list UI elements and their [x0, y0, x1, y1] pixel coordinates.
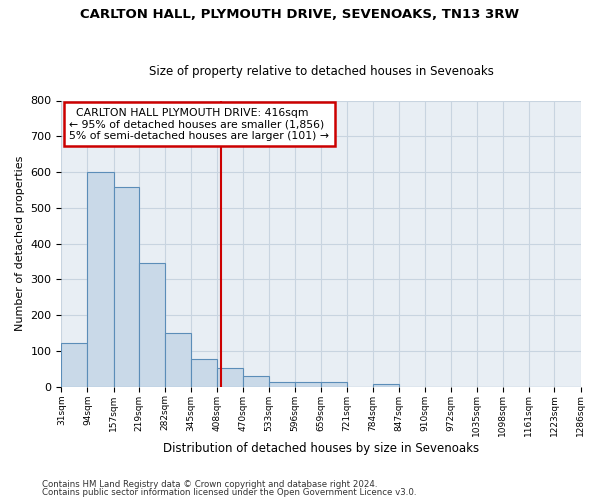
Text: Contains HM Land Registry data © Crown copyright and database right 2024.: Contains HM Land Registry data © Crown c…: [42, 480, 377, 489]
X-axis label: Distribution of detached houses by size in Sevenoaks: Distribution of detached houses by size …: [163, 442, 479, 455]
Text: Contains public sector information licensed under the Open Government Licence v3: Contains public sector information licen…: [42, 488, 416, 497]
Bar: [88, 172, 113, 386]
Bar: [217, 368, 243, 386]
Text: CARLTON HALL PLYMOUTH DRIVE: 416sqm
← 95% of detached houses are smaller (1,856): CARLTON HALL PLYMOUTH DRIVE: 416sqm ← 95…: [69, 108, 329, 141]
Bar: [139, 262, 165, 386]
Bar: [61, 343, 88, 386]
Bar: [165, 333, 191, 386]
Bar: [321, 382, 347, 386]
Bar: [191, 359, 217, 386]
Text: CARLTON HALL, PLYMOUTH DRIVE, SEVENOAKS, TN13 3RW: CARLTON HALL, PLYMOUTH DRIVE, SEVENOAKS,…: [80, 8, 520, 20]
Bar: [373, 384, 399, 386]
Bar: [295, 382, 321, 386]
Bar: [113, 187, 139, 386]
Bar: [269, 382, 295, 386]
Bar: [243, 376, 269, 386]
Title: Size of property relative to detached houses in Sevenoaks: Size of property relative to detached ho…: [149, 66, 493, 78]
Y-axis label: Number of detached properties: Number of detached properties: [15, 156, 25, 332]
